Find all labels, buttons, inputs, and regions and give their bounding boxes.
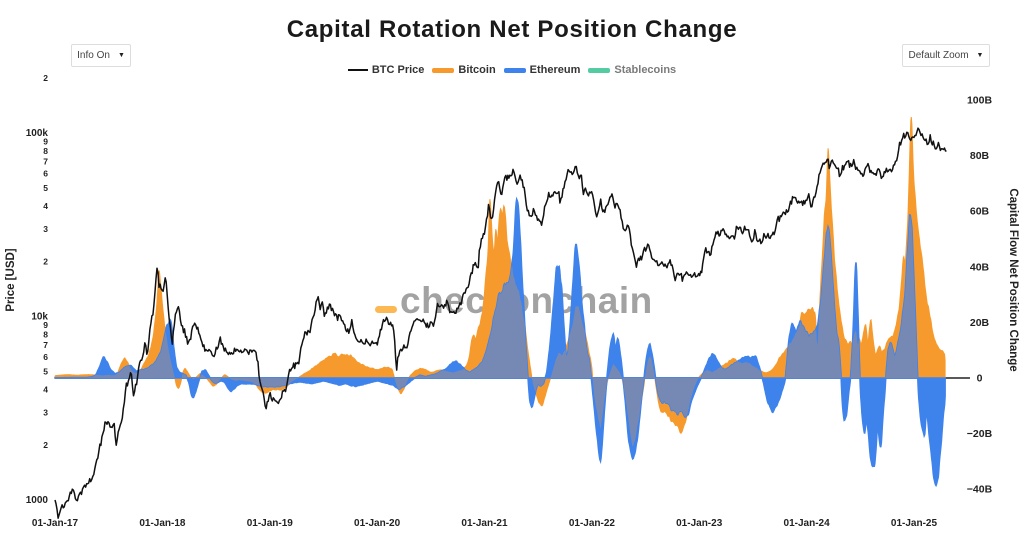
svg-text:5: 5 <box>43 183 48 193</box>
svg-text:01-Jan-17: 01-Jan-17 <box>32 518 79 529</box>
svg-text:3: 3 <box>43 407 48 417</box>
svg-text:10k: 10k <box>31 312 48 323</box>
svg-text:01-Jan-19: 01-Jan-19 <box>247 518 294 529</box>
svg-text:checkonchain: checkonchain <box>400 280 653 321</box>
svg-text:4: 4 <box>43 385 48 395</box>
svg-text:20B: 20B <box>970 317 990 329</box>
svg-text:8: 8 <box>43 329 48 339</box>
svg-text:01-Jan-18: 01-Jan-18 <box>139 518 186 529</box>
svg-text:Price [USD]: Price [USD] <box>5 248 17 311</box>
svg-text:2: 2 <box>43 256 48 266</box>
svg-text:6: 6 <box>43 352 48 362</box>
svg-text:4: 4 <box>43 201 48 211</box>
svg-text:1000: 1000 <box>26 495 49 506</box>
svg-text:2: 2 <box>43 73 48 83</box>
svg-text:01-Jan-24: 01-Jan-24 <box>784 518 831 529</box>
svg-text:9: 9 <box>43 136 48 146</box>
svg-text:7: 7 <box>43 156 48 166</box>
svg-text:01-Jan-20: 01-Jan-20 <box>354 518 401 529</box>
svg-text:60B: 60B <box>970 206 990 218</box>
svg-text:−40B: −40B <box>967 484 993 496</box>
svg-text:100B: 100B <box>967 94 993 106</box>
svg-text:2: 2 <box>43 440 48 450</box>
svg-text:100k: 100k <box>26 128 49 139</box>
svg-text:40B: 40B <box>970 261 990 273</box>
svg-text:Capital Flow Net Position Chan: Capital Flow Net Position Change <box>1007 188 1019 371</box>
svg-text:0: 0 <box>977 373 983 385</box>
svg-text:8: 8 <box>43 146 48 156</box>
svg-text:3: 3 <box>43 224 48 234</box>
svg-text:01-Jan-25: 01-Jan-25 <box>891 518 938 529</box>
svg-text:5: 5 <box>43 367 48 377</box>
svg-text:−20B: −20B <box>967 428 993 440</box>
svg-text:01-Jan-23: 01-Jan-23 <box>676 518 723 529</box>
svg-text:01-Jan-22: 01-Jan-22 <box>569 518 616 529</box>
svg-text:6: 6 <box>43 169 48 179</box>
svg-text:01-Jan-21: 01-Jan-21 <box>461 518 508 529</box>
svg-text:9: 9 <box>43 320 48 330</box>
svg-text:7: 7 <box>43 340 48 350</box>
svg-text:80B: 80B <box>970 150 990 162</box>
